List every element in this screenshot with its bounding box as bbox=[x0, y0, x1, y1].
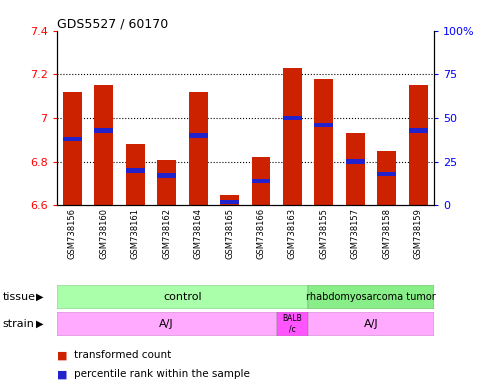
Text: A/J: A/J bbox=[364, 319, 378, 329]
Bar bbox=[251, 157, 270, 205]
Text: ■: ■ bbox=[57, 369, 67, 379]
Text: tissue: tissue bbox=[2, 292, 35, 302]
Bar bbox=[377, 172, 396, 176]
Bar bbox=[126, 144, 145, 205]
Bar bbox=[157, 173, 176, 178]
Bar bbox=[283, 68, 302, 205]
Bar bbox=[251, 179, 270, 184]
Bar bbox=[377, 151, 396, 205]
Bar bbox=[283, 116, 302, 121]
Bar bbox=[94, 128, 113, 133]
Text: transformed count: transformed count bbox=[74, 350, 171, 360]
Bar bbox=[315, 79, 333, 205]
Text: BALB
/c: BALB /c bbox=[282, 314, 302, 334]
Text: strain: strain bbox=[2, 319, 35, 329]
Bar bbox=[63, 92, 82, 205]
Text: GDS5527 / 60170: GDS5527 / 60170 bbox=[57, 17, 168, 30]
Text: A/J: A/J bbox=[159, 319, 174, 329]
Bar bbox=[220, 195, 239, 205]
Bar bbox=[126, 168, 145, 173]
Text: rhabdomyosarcoma tumor: rhabdomyosarcoma tumor bbox=[306, 292, 436, 302]
Bar bbox=[189, 92, 208, 205]
Bar bbox=[57, 285, 308, 309]
Bar bbox=[277, 312, 308, 336]
Text: ■: ■ bbox=[57, 350, 67, 360]
Text: percentile rank within the sample: percentile rank within the sample bbox=[74, 369, 250, 379]
Bar bbox=[220, 200, 239, 204]
Text: control: control bbox=[163, 292, 202, 302]
Bar bbox=[346, 159, 365, 164]
Text: ▶: ▶ bbox=[36, 292, 43, 302]
Bar bbox=[315, 122, 333, 127]
Text: ▶: ▶ bbox=[36, 319, 43, 329]
Bar bbox=[409, 128, 427, 133]
Bar bbox=[94, 85, 113, 205]
Bar bbox=[346, 133, 365, 205]
Bar bbox=[308, 285, 434, 309]
Bar bbox=[157, 160, 176, 205]
Bar bbox=[63, 137, 82, 141]
Bar bbox=[308, 312, 434, 336]
Bar bbox=[409, 85, 427, 205]
Bar bbox=[189, 133, 208, 138]
Bar bbox=[57, 312, 277, 336]
